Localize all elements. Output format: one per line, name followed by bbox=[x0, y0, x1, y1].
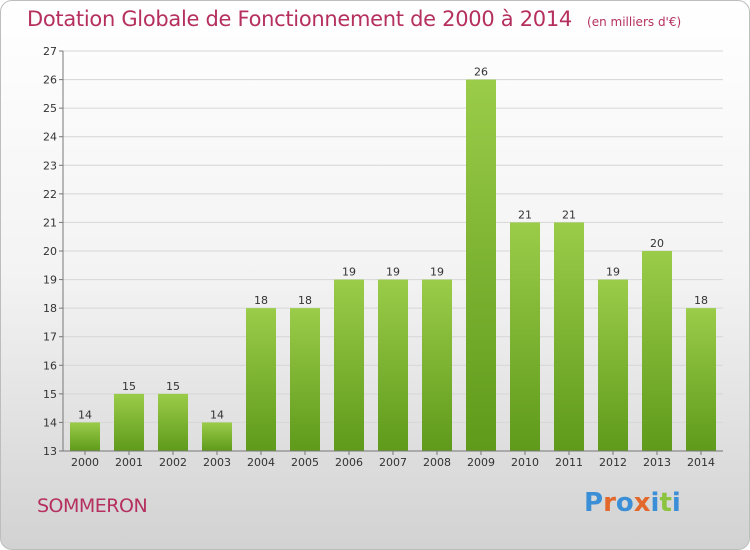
bar-value-label: 15 bbox=[166, 380, 180, 393]
logo-letter: i bbox=[650, 488, 660, 518]
bar-value-label: 19 bbox=[430, 266, 444, 279]
bar-2007 bbox=[378, 279, 408, 451]
bar-value-label: 18 bbox=[694, 294, 708, 307]
bar-value-label: 19 bbox=[342, 266, 356, 279]
bar-2005 bbox=[290, 308, 320, 451]
bar-2012 bbox=[598, 279, 628, 451]
commune-name: SOMMERON bbox=[37, 495, 148, 517]
x-tick-label: 2014 bbox=[687, 456, 715, 469]
proxiti-logo: Proxiti bbox=[584, 488, 681, 518]
y-tick-label: 25 bbox=[43, 102, 57, 115]
logo-letter: x bbox=[633, 488, 651, 518]
x-tick-label: 2013 bbox=[643, 456, 671, 469]
y-tick-label: 27 bbox=[43, 45, 57, 58]
bar-value-label: 26 bbox=[474, 66, 488, 79]
logo-letter: t bbox=[659, 488, 672, 518]
x-tick-label: 2006 bbox=[335, 456, 363, 469]
y-tick-label: 23 bbox=[43, 159, 57, 172]
bar-2000 bbox=[70, 422, 100, 451]
chart-unit-label: (en milliers d'€) bbox=[587, 15, 682, 29]
bar-2010 bbox=[510, 222, 540, 451]
x-tick-label: 2007 bbox=[379, 456, 407, 469]
bar-2009 bbox=[466, 79, 496, 452]
logo-letter: i bbox=[671, 488, 681, 518]
x-tick-label: 2012 bbox=[599, 456, 627, 469]
y-tick-label: 14 bbox=[43, 416, 57, 429]
y-axis-ticks: 13 14 15 16 17 18 19 20 21 22 23 24 25 26 27 bbox=[43, 45, 63, 458]
bar-2001 bbox=[114, 393, 144, 451]
bar-value-label: 21 bbox=[518, 208, 532, 221]
x-tick-label: 2011 bbox=[555, 456, 583, 469]
bar-value-label: 14 bbox=[78, 408, 92, 421]
bar-value-label: 18 bbox=[254, 294, 268, 307]
x-tick-label: 2010 bbox=[511, 456, 539, 469]
y-tick-label: 20 bbox=[43, 245, 57, 258]
bar-2014 bbox=[686, 308, 716, 451]
bar-value-label: 18 bbox=[298, 294, 312, 307]
y-tick-label: 13 bbox=[43, 445, 57, 458]
y-tick-label: 21 bbox=[43, 216, 57, 229]
logo-letter: r bbox=[603, 488, 616, 518]
y-tick-label: 15 bbox=[43, 388, 57, 401]
y-tick-label: 17 bbox=[43, 331, 57, 344]
y-tick-label: 18 bbox=[43, 302, 57, 315]
chart-title-text: Dotation Globale de Fonctionnement de 20… bbox=[27, 7, 572, 31]
logo-letter: o bbox=[615, 488, 634, 518]
x-tick-label: 2003 bbox=[203, 456, 231, 469]
bar-value-label: 21 bbox=[562, 208, 576, 221]
bar-2002 bbox=[158, 393, 188, 451]
bars: 14 15 15 14 18 18 19 19 19 26 21 21 19 20 18 bbox=[70, 66, 716, 452]
x-tick-label: 2004 bbox=[247, 456, 275, 469]
x-tick-label: 2000 bbox=[71, 456, 99, 469]
bar-value-label: 19 bbox=[606, 266, 620, 279]
bar-2011 bbox=[554, 222, 584, 451]
bar-2003 bbox=[202, 422, 232, 451]
bar-2013 bbox=[642, 251, 672, 451]
bar-2004 bbox=[246, 308, 276, 451]
logo-letter: P bbox=[584, 488, 604, 518]
y-tick-label: 26 bbox=[43, 74, 57, 87]
x-tick-label: 2002 bbox=[159, 456, 187, 469]
bar-value-label: 15 bbox=[122, 380, 136, 393]
x-axis-ticks: 2000 2001 2002 2003 2004 2005 2006 2007 2008 2009… bbox=[71, 451, 715, 469]
y-tick-label: 22 bbox=[43, 188, 57, 201]
bar-2008 bbox=[422, 279, 452, 451]
y-tick-label: 16 bbox=[43, 359, 57, 372]
bar-value-label: 20 bbox=[650, 237, 664, 250]
x-tick-label: 2009 bbox=[467, 456, 495, 469]
x-tick-label: 2005 bbox=[291, 456, 319, 469]
bar-value-label: 14 bbox=[210, 408, 224, 421]
bar-2006 bbox=[334, 279, 364, 451]
bar-value-label: 19 bbox=[386, 266, 400, 279]
chart-title: Dotation Globale de Fonctionnement de 20… bbox=[27, 7, 681, 31]
y-tick-label: 19 bbox=[43, 274, 57, 287]
x-tick-label: 2001 bbox=[115, 456, 143, 469]
y-tick-label: 24 bbox=[43, 131, 57, 144]
x-tick-label: 2008 bbox=[423, 456, 451, 469]
